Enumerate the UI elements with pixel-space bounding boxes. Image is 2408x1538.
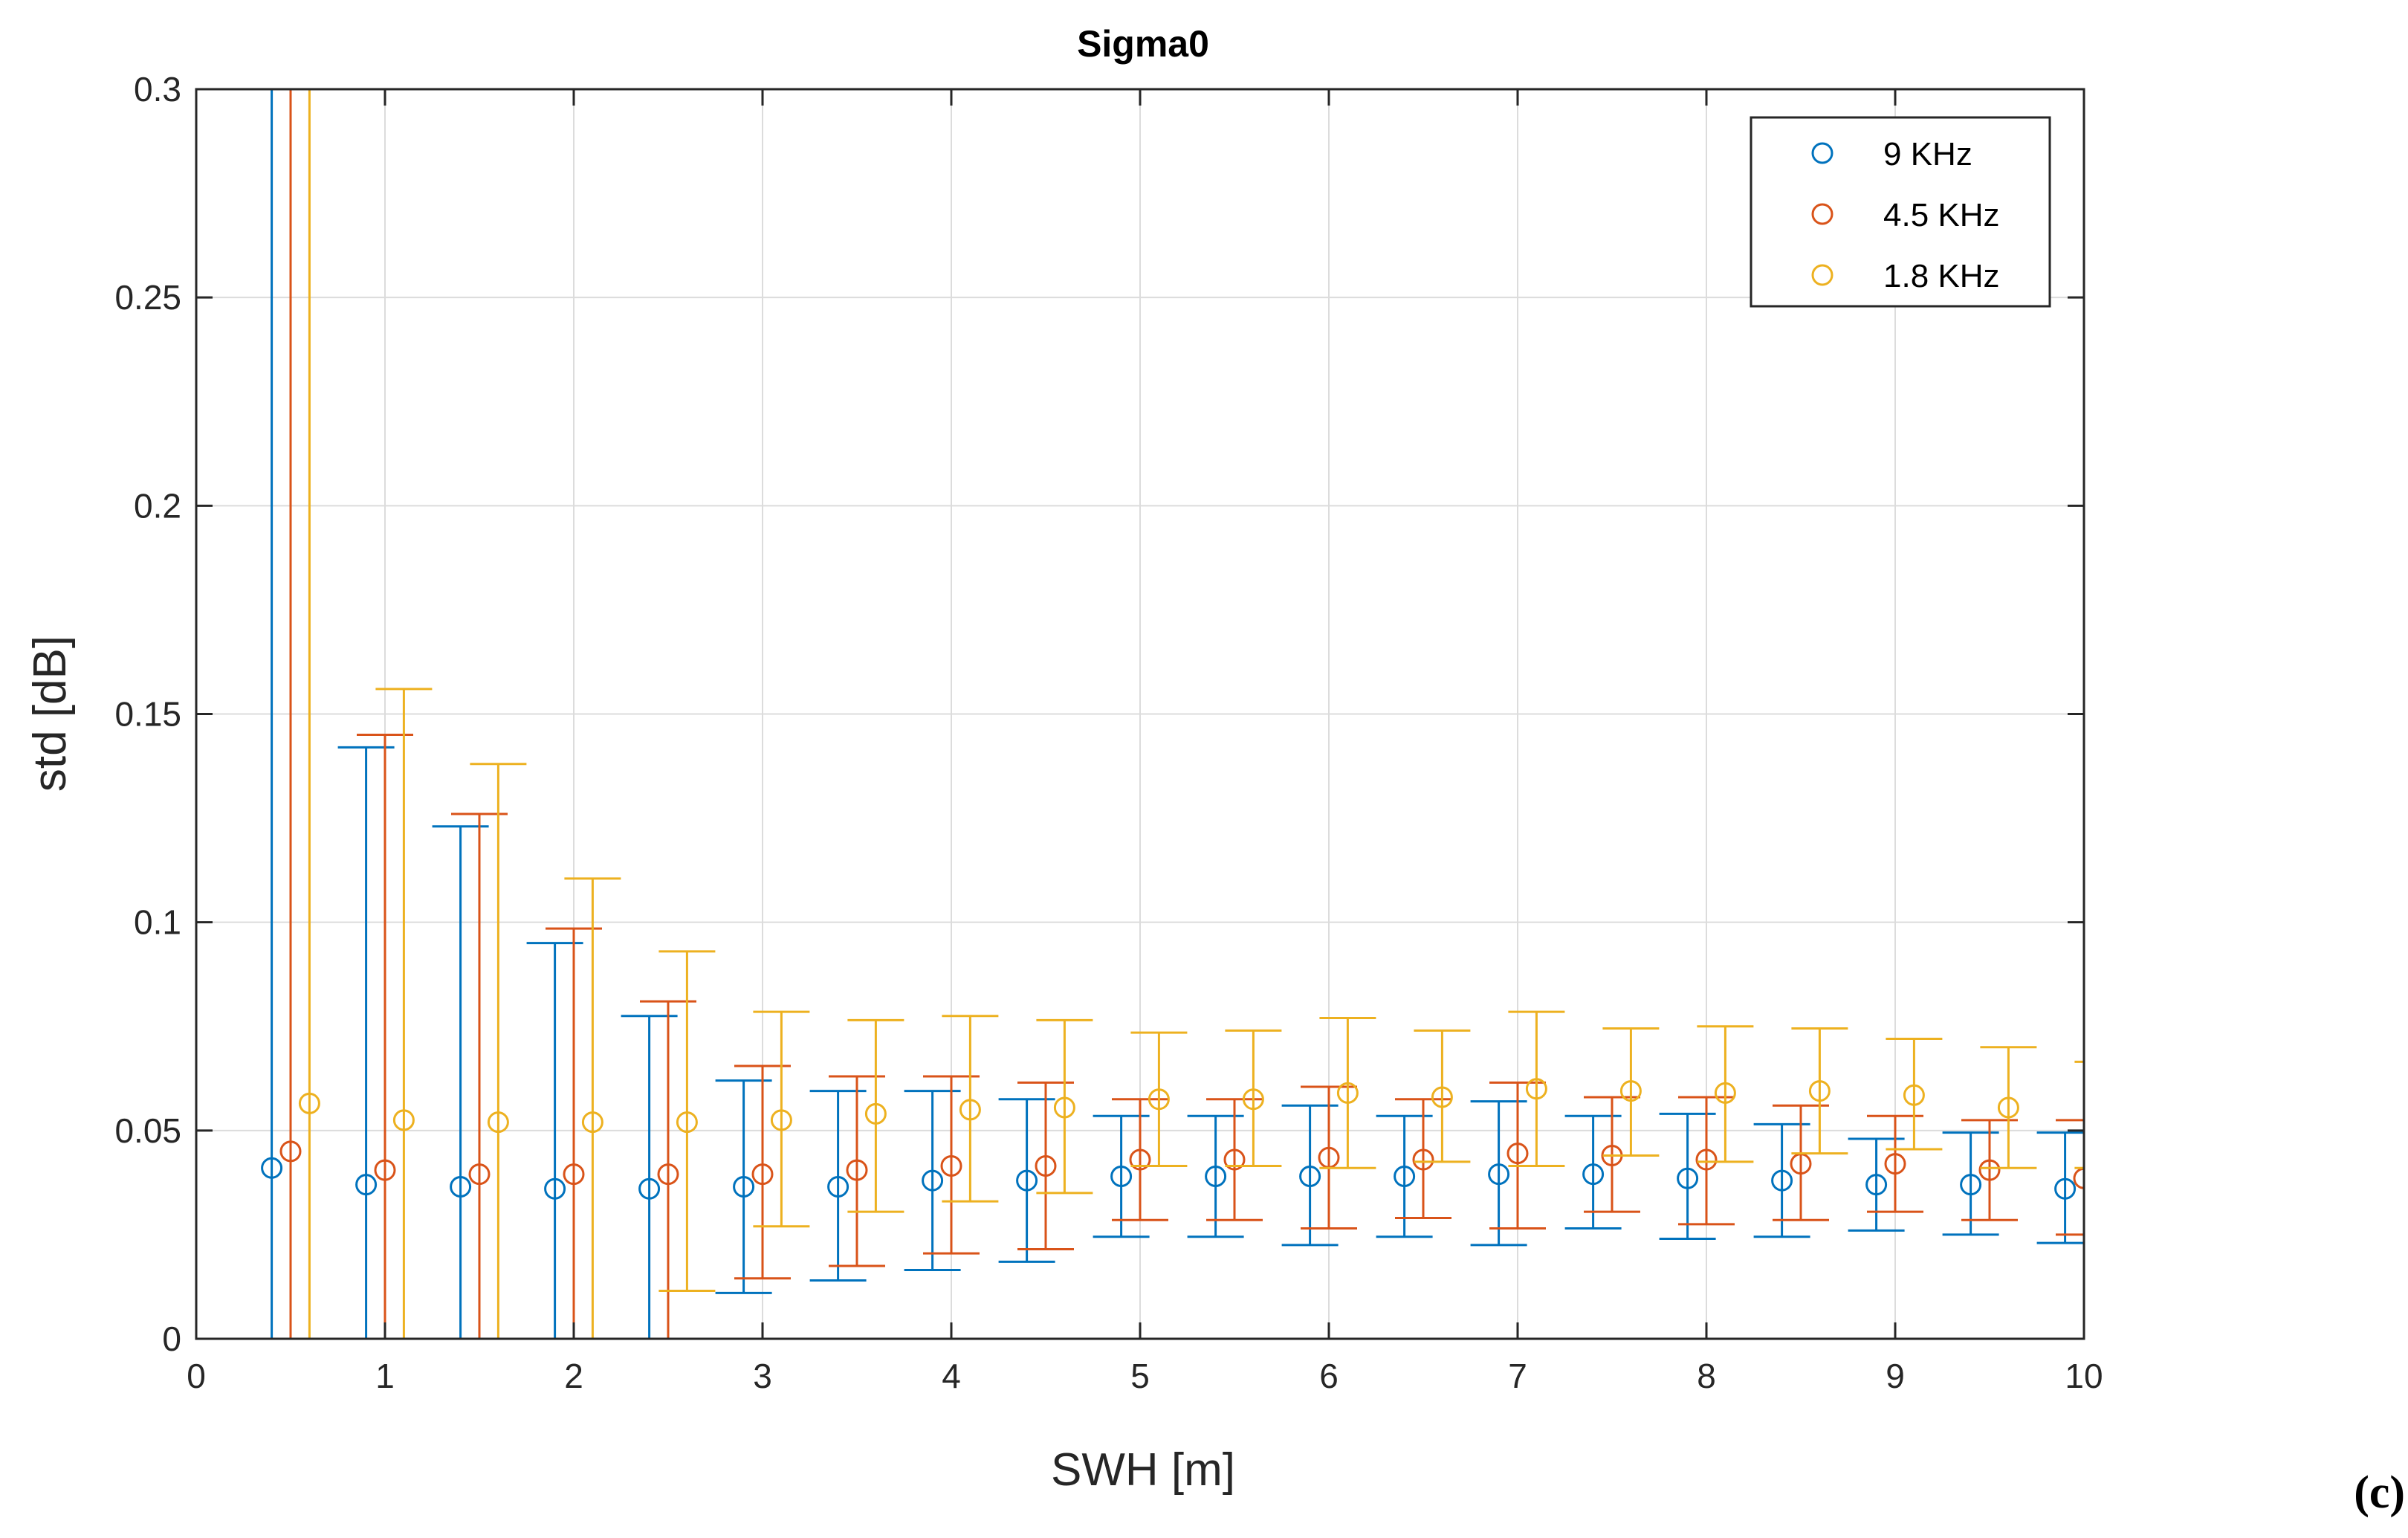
y-tick-label: 0.25 xyxy=(114,278,181,317)
x-tick-label: 3 xyxy=(753,1357,772,1395)
data-point xyxy=(1808,1080,1831,1102)
data-point xyxy=(1205,1165,1227,1187)
y-tick-label: 0.3 xyxy=(134,70,181,109)
data-point xyxy=(1129,1148,1151,1171)
data-point xyxy=(1223,1148,1246,1171)
data-point xyxy=(374,1159,396,1181)
axis-ticks: 0 1 2 3 4 5 6 7 8 9 10 0 0.05 0.1 0.15 0.2 0.25 0.3 xyxy=(114,70,2103,1395)
data-point xyxy=(1884,1153,1906,1175)
data-point xyxy=(1016,1169,1038,1192)
data-point xyxy=(279,1140,302,1163)
data-point xyxy=(1110,1165,1133,1187)
x-tick-label: 6 xyxy=(1319,1357,1339,1395)
data-point xyxy=(1412,1148,1434,1171)
data-point xyxy=(922,1169,944,1192)
data-point xyxy=(638,1177,661,1200)
y-tick-label: 0.15 xyxy=(114,695,181,734)
data-point xyxy=(392,1109,415,1131)
legend: 9 KHz 4.5 KHz 1.8 KHz xyxy=(1750,116,2051,308)
data-point xyxy=(581,1111,603,1134)
data-point xyxy=(298,1092,320,1114)
data-point xyxy=(1336,1082,1359,1104)
x-tick-label: 0 xyxy=(187,1357,206,1395)
data-point xyxy=(1148,1088,1170,1111)
data-point xyxy=(261,1157,283,1179)
data-point xyxy=(864,1102,887,1125)
legend-box xyxy=(1750,116,2051,308)
legend-entry: 1.8 KHz xyxy=(1883,258,2000,294)
x-axis-label: SWH [m] xyxy=(1051,1444,1235,1496)
y-tick-label: 0.05 xyxy=(114,1111,181,1150)
data-point xyxy=(487,1111,509,1134)
data-point xyxy=(1865,1174,1888,1196)
data-point xyxy=(1619,1080,1642,1102)
y-tick-label: 0 xyxy=(162,1319,181,1358)
data-point xyxy=(827,1175,849,1198)
x-tick-label: 10 xyxy=(2065,1357,2103,1395)
data-point xyxy=(751,1163,774,1186)
data-point xyxy=(1771,1169,1793,1192)
data-point xyxy=(1053,1096,1075,1119)
data-point xyxy=(959,1099,981,1121)
data-point xyxy=(676,1111,698,1134)
data-point xyxy=(940,1154,962,1177)
x-tick-label: 9 xyxy=(1886,1357,1905,1395)
data-point xyxy=(1431,1086,1453,1108)
series-3 xyxy=(281,89,2084,1339)
series-2 xyxy=(262,89,2084,1339)
data-point xyxy=(770,1109,792,1131)
data-point xyxy=(1978,1159,2001,1181)
data-point xyxy=(657,1163,679,1186)
legend-marker xyxy=(1811,203,1833,225)
data-point xyxy=(450,1175,472,1198)
data-point xyxy=(355,1174,378,1196)
y-axis-label: std [dB] xyxy=(25,636,76,792)
legend-marker xyxy=(1811,142,1833,164)
data-point xyxy=(1035,1154,1057,1177)
data-point xyxy=(544,1177,566,1200)
data-point xyxy=(1695,1148,1718,1171)
legend-entry: 4.5 KHz xyxy=(1883,197,2000,233)
data-point xyxy=(1582,1163,1605,1186)
data-point xyxy=(1997,1096,2019,1119)
x-tick-label: 5 xyxy=(1130,1357,1150,1395)
x-tick-label: 1 xyxy=(375,1357,395,1395)
panel-label: (c) xyxy=(2354,1467,2405,1518)
data-point xyxy=(1299,1165,1321,1187)
data-point xyxy=(1903,1084,1925,1106)
data-point xyxy=(1960,1174,1982,1196)
data-point xyxy=(1394,1165,1416,1187)
x-tick-label: 8 xyxy=(1697,1357,1716,1395)
data-point xyxy=(468,1163,491,1186)
data-point xyxy=(1677,1167,1699,1189)
legend-marker xyxy=(1811,264,1833,286)
data-layer xyxy=(243,89,2084,1339)
data-point xyxy=(1714,1082,1736,1104)
data-point xyxy=(1488,1163,1510,1186)
data-point xyxy=(2054,1177,2077,1200)
series-1 xyxy=(243,89,2084,1339)
data-point xyxy=(1506,1143,1529,1165)
x-tick-label: 4 xyxy=(942,1357,961,1395)
chart-title: Sigma0 xyxy=(1077,23,1209,65)
y-tick-label: 0.1 xyxy=(134,903,181,942)
data-point xyxy=(846,1159,868,1181)
data-point xyxy=(2073,1167,2084,1189)
data-point xyxy=(733,1175,755,1198)
x-tick-label: 2 xyxy=(564,1357,583,1395)
data-point xyxy=(563,1163,585,1186)
legend-entry: 9 KHz xyxy=(1883,136,1972,172)
data-point xyxy=(1242,1088,1264,1111)
x-tick-label: 7 xyxy=(1508,1357,1527,1395)
data-point xyxy=(1525,1078,1547,1100)
y-tick-label: 0.2 xyxy=(134,486,181,525)
